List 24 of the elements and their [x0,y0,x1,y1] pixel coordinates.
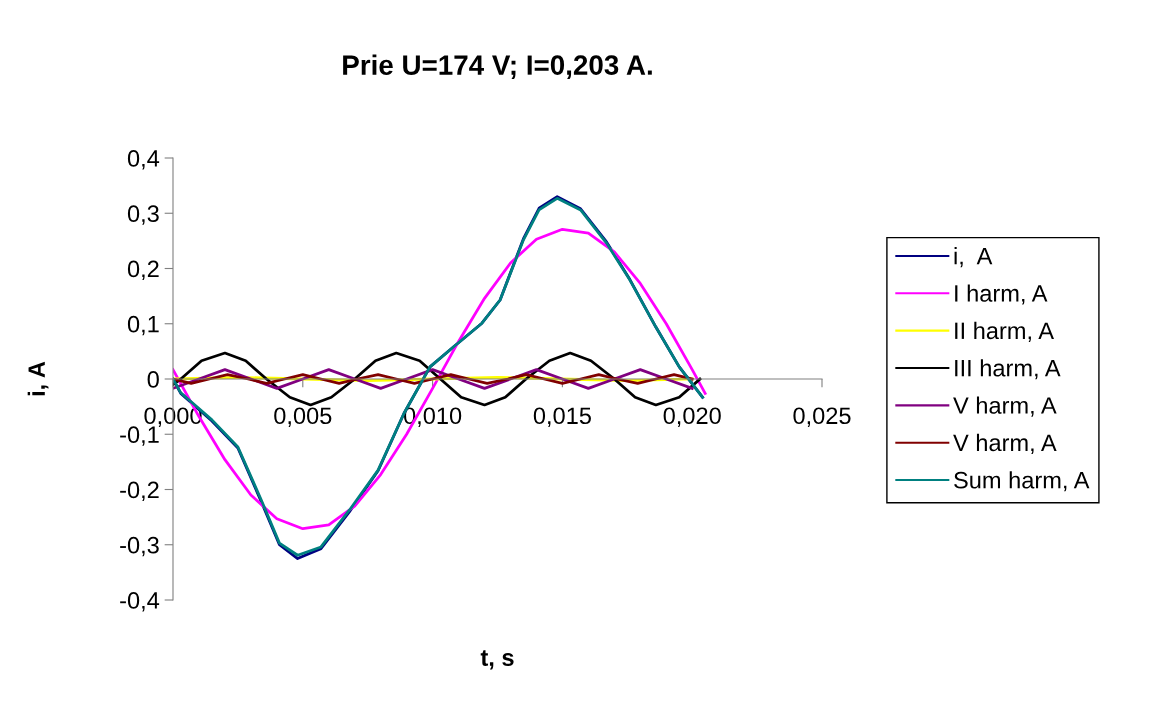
y-tick-label: -0,1 [120,426,159,446]
legend-label: V harm, A [953,433,1057,454]
y-tick-label: 0,4 [127,150,160,170]
x-tick-label: 0,020 [663,407,721,427]
legend-label: III harm, A [955,359,1061,380]
legend-label: V harm, A [953,396,1057,417]
y-tick-label: 0,3 [127,205,159,225]
legend-label: II harm, A [955,321,1055,342]
y-tick-label: 0,2 [127,260,159,281]
y-axis-title: i, A [27,361,49,396]
line-series [173,351,702,407]
legend-label: I harm, A [955,284,1048,305]
y-tick-label: -0,4 [120,592,160,612]
x-tick-label: 0,025 [793,407,851,427]
y-tick-label: 0 [147,371,159,388]
chart-title: Prie U=174 V; I=0,203 A. [343,54,652,79]
y-tick-label: -0,3 [120,536,159,557]
x-axis-title: t, s [480,650,514,670]
x-tick-label: 0,015 [533,407,591,427]
legend-label: Sum harm, A [954,471,1090,492]
x-tick-label: 0,005 [274,407,332,427]
legend-label: i, A [954,247,993,268]
y-tick-label: -0,2 [120,481,159,502]
y-tick-label: 0,1 [127,315,159,336]
